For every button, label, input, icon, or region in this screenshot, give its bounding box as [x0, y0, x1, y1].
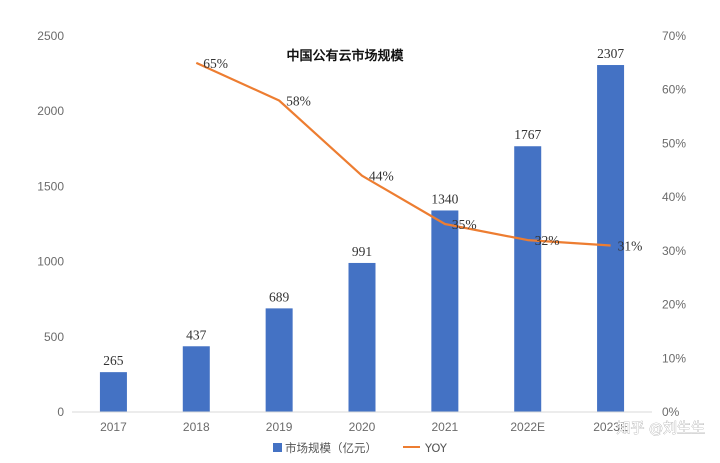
legend-swatch-bar [273, 443, 282, 452]
bar [597, 65, 625, 413]
bar-value-label: 265 [103, 353, 124, 368]
yoy-line [195, 61, 611, 247]
x-tick-label: 2019 [266, 420, 293, 434]
data-labels-layer: 265 437 689 991 1340 1767 2307 65% 58% 44% 35% 32% 3… [103, 46, 642, 368]
y-left-tick-label: 0 [57, 405, 64, 419]
y-left-tick-label: 1500 [37, 179, 64, 193]
y-right-tick-label: 70% [662, 29, 686, 43]
yoy-value-label: 35% [452, 217, 477, 232]
bar-value-label: 991 [352, 244, 372, 259]
y-left-tick-label: 2000 [37, 104, 64, 118]
y-right-tick-label: 40% [662, 190, 686, 204]
yoy-value-label: 44% [369, 169, 394, 184]
y-left-tick-label: 500 [44, 330, 64, 344]
bar [431, 210, 459, 412]
y-right-tick-label: 30% [662, 244, 686, 258]
y-right-tick-label: 0% [662, 405, 680, 419]
chart-title: 中国公有云市场规模 [286, 48, 404, 64]
bar [514, 146, 542, 412]
bar [348, 262, 376, 412]
y-right-tick-label: 60% [662, 83, 686, 97]
legend: 市场规模（亿元） YOY [273, 441, 448, 455]
bar [182, 346, 210, 412]
y-left-tick-label: 1000 [37, 255, 64, 269]
bar-value-label: 437 [186, 327, 207, 342]
bar-value-label: 1340 [431, 191, 458, 206]
bar-value-label: 689 [269, 289, 290, 304]
yoy-line-layer [195, 61, 611, 247]
legend-label-bar: 市场规模（亿元） [285, 441, 377, 455]
bar-value-label: 1767 [514, 127, 541, 142]
yoy-value-label: 58% [286, 93, 311, 108]
bar-value-label: 2307 [597, 46, 624, 61]
y-right-tick-label: 10% [662, 351, 686, 365]
x-tick-label: 2021 [432, 420, 459, 434]
legend-label-line: YOY [424, 441, 448, 455]
x-tick-label: 2023E [593, 420, 628, 434]
yoy-value-label: 31% [618, 238, 643, 253]
y-right-tick-label: 20% [662, 298, 686, 312]
yoy-value-label: 65% [203, 56, 228, 71]
x-tick-label: 2020 [349, 420, 376, 434]
bar [99, 372, 127, 412]
y-right-tick-label: 50% [662, 136, 686, 150]
yoy-value-label: 32% [535, 233, 560, 248]
y-left-tick-label: 2500 [37, 29, 64, 43]
watermark: 知乎 @刘生生 [617, 420, 705, 437]
x-tick-label: 2018 [183, 420, 210, 434]
bar [265, 308, 293, 412]
x-tick-label: 2022E [510, 420, 545, 434]
x-tick-label: 2017 [100, 420, 127, 434]
axes-layer: 0 500 1000 1500 2000 2500 0% 10% 20% 30% 40% 50% 60%… [37, 29, 686, 434]
bars-layer [99, 65, 625, 413]
